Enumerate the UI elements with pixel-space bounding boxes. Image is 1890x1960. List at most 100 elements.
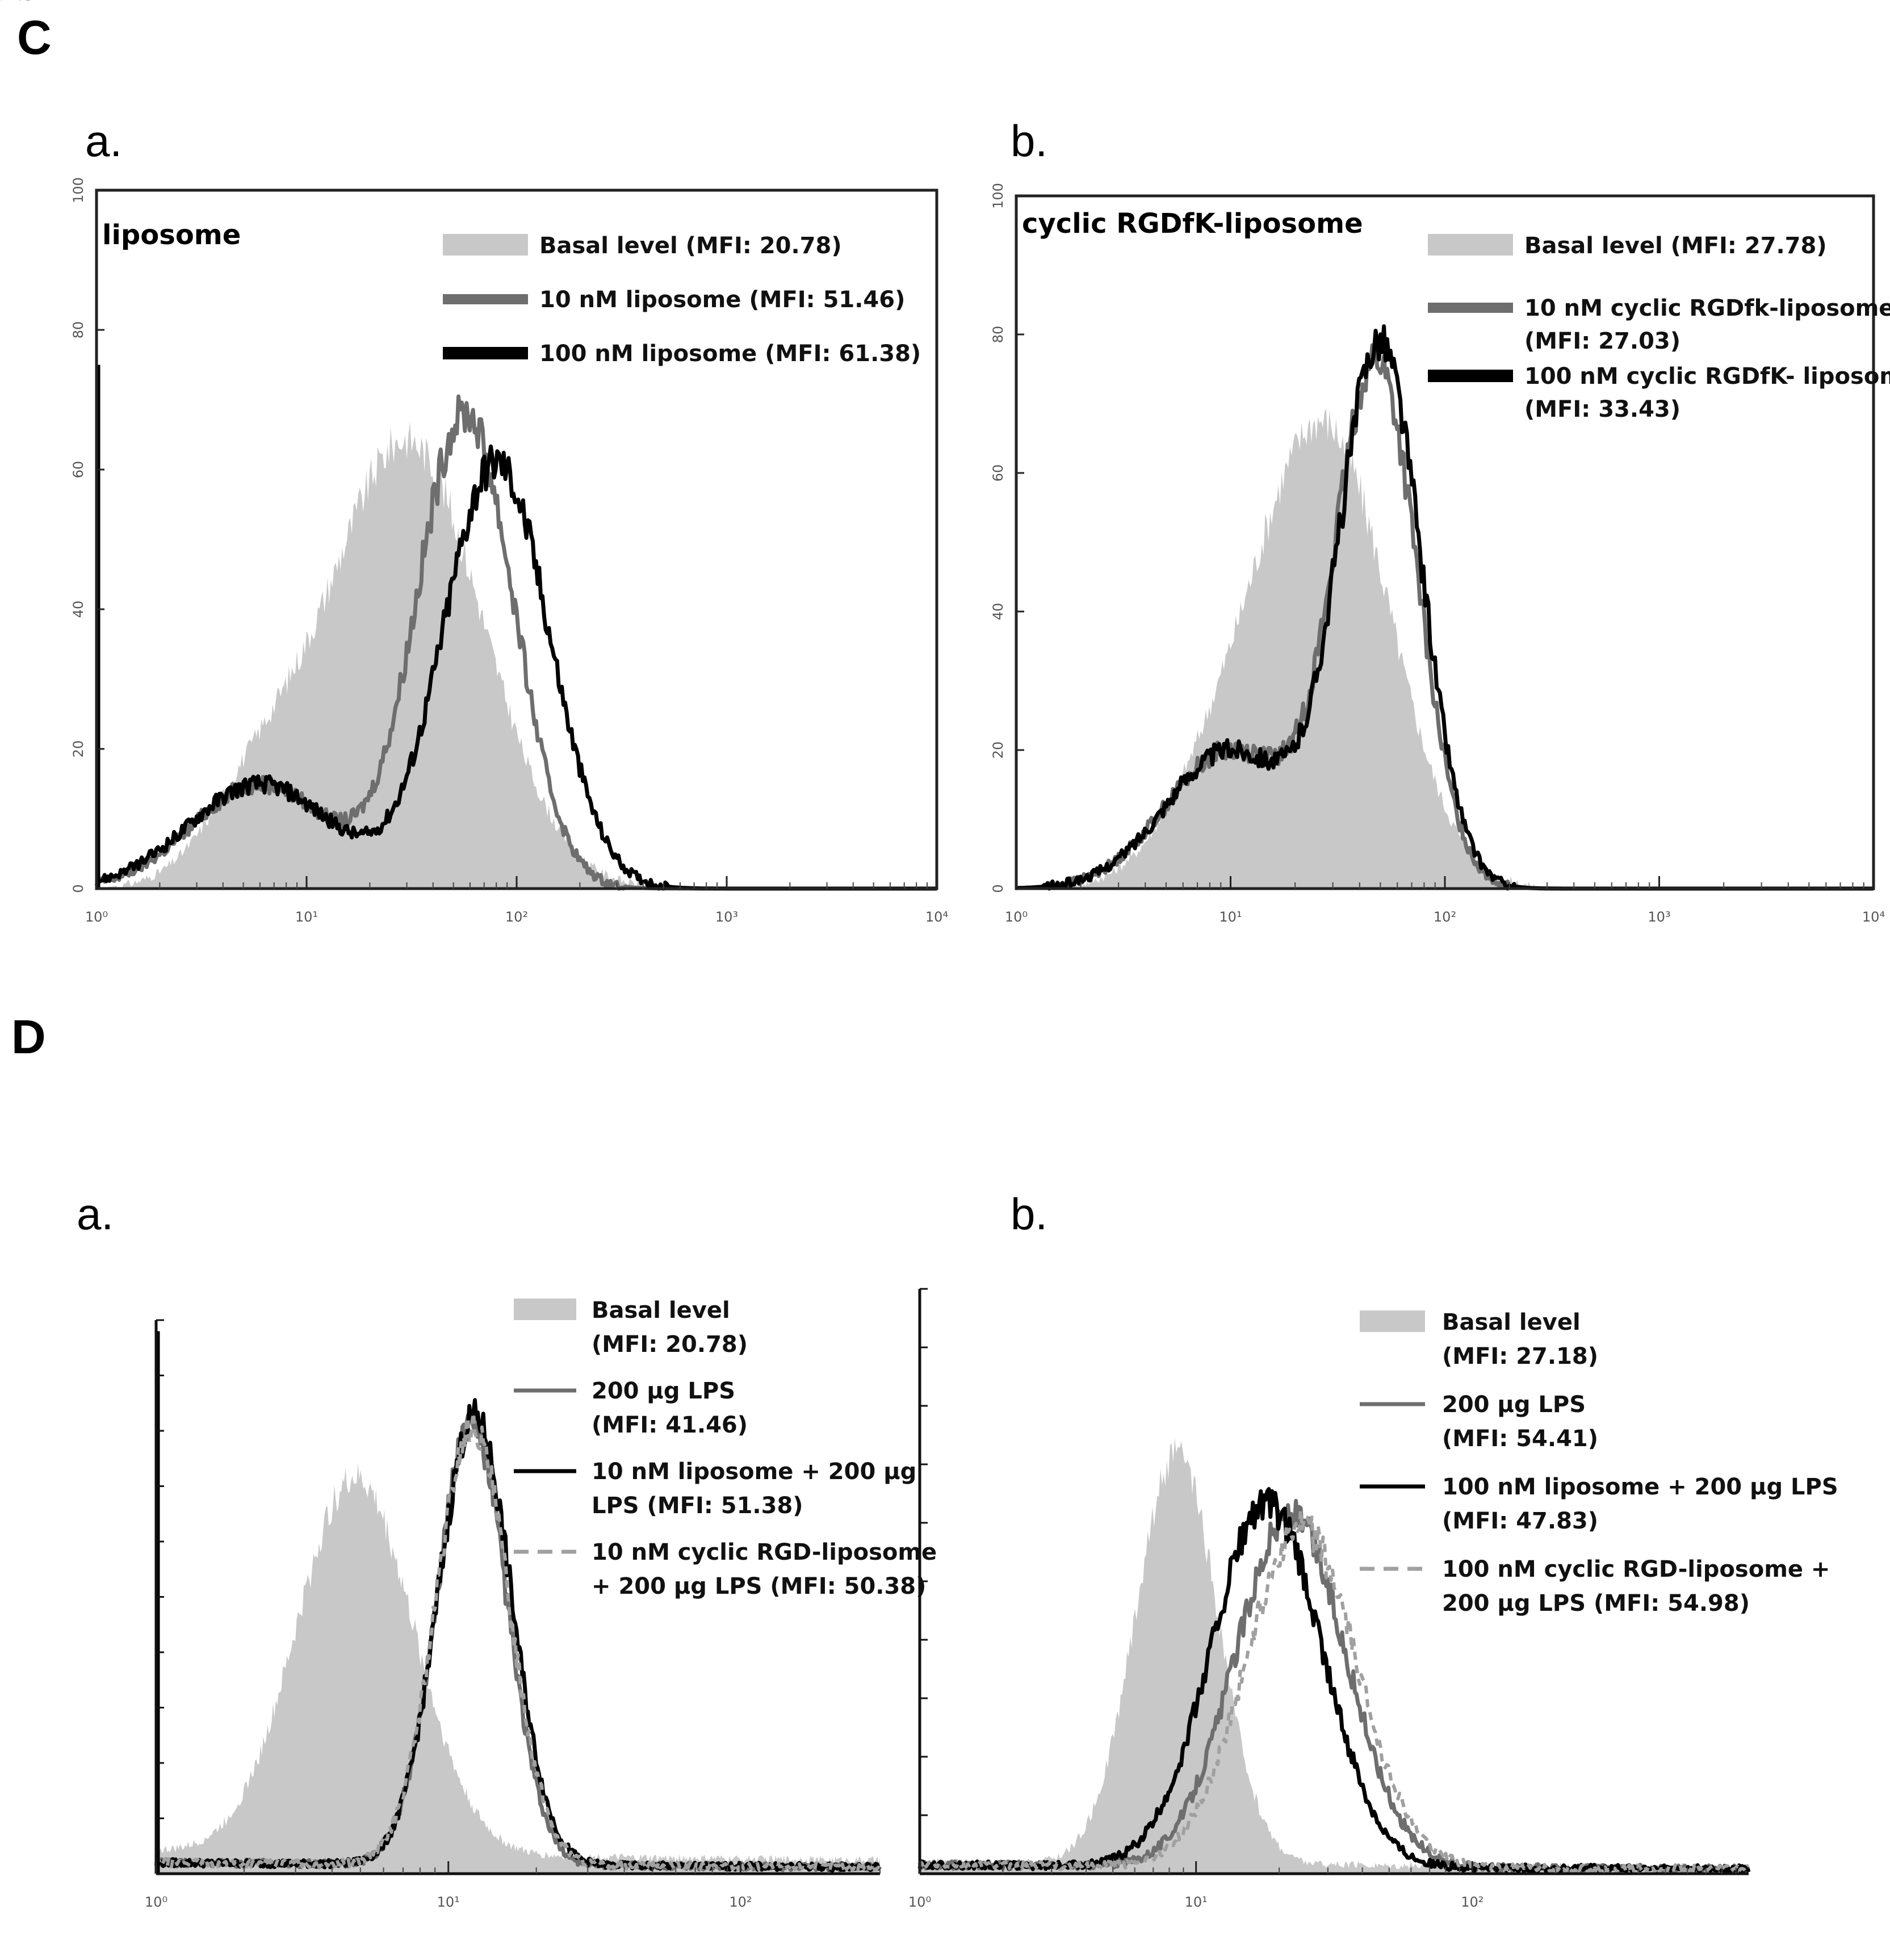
- chart-sublabel: b.: [1011, 116, 1047, 166]
- legend-item: 100 nM cyclic RGDfK- liposome (MFI: 33.43…: [1428, 363, 1890, 422]
- x-tick-label: 10¹: [1185, 1894, 1208, 1910]
- chart-sublabel: a.: [85, 116, 122, 166]
- legend-label: 10 nM cyclic RGD-liposome: [592, 1539, 937, 1565]
- panel-d-label: D: [11, 1010, 46, 1063]
- x-axis-label: FL1-H: [0, 0, 20, 3]
- legend-item: 10 nM cyclic RGDfk-liposome (MFI: 27.03): [1428, 295, 1890, 354]
- legend-swatch: [514, 1299, 576, 1320]
- y-tick-label: 60: [990, 464, 1006, 482]
- legend-label-2: (MFI: 47.83): [1442, 1508, 1598, 1534]
- y-tick-label: 40: [70, 601, 86, 618]
- x-tick-label: 10²: [505, 909, 528, 925]
- legend-item: Basal level (MFI: 27.78): [1428, 233, 1827, 259]
- series-fill-0: [920, 1438, 1749, 1874]
- legend-swatch: [1360, 1310, 1425, 1332]
- y-tick-label: 80: [70, 321, 86, 339]
- legend-item: 10 nM liposome + 200 μg LPS (MFI: 51.38): [514, 1459, 916, 1519]
- legend-label: 200 μg LPS: [1442, 1392, 1586, 1418]
- legend-label-2: + 200 μg LPS (MFI: 50.38): [592, 1573, 926, 1599]
- y-tick-label: 20: [990, 742, 1006, 759]
- legend-label: 100 nM liposome (MFI: 61.38): [539, 341, 921, 367]
- legend-item: Basal level (MFI: 20.78): [443, 233, 842, 259]
- legend-label: Basal level: [1442, 1309, 1581, 1335]
- x-tick-label: 10³: [715, 909, 738, 925]
- legend-item: 10 nM cyclic RGD-liposome + 200 μg LPS (M…: [514, 1539, 937, 1599]
- legend-item: 200 μg LPS (MFI: 41.46): [514, 1378, 748, 1438]
- legend-item: 200 μg LPS (MFI: 54.41): [1360, 1392, 1598, 1452]
- x-tick-label: 10²: [729, 1894, 752, 1910]
- y-tick-label: 100: [70, 177, 86, 203]
- y-tick-label: 20: [70, 740, 86, 758]
- series-fill-0: [97, 422, 937, 889]
- x-tick-label: 10⁴: [925, 909, 948, 925]
- legend-label: Basal level (MFI: 20.78): [539, 233, 842, 259]
- x-tick-label: 10²: [1461, 1894, 1483, 1910]
- x-axis-label: FL1-H: [0, 0, 20, 3]
- chart-Cb: b. cyclic RGDfK-liposome 0 20 40 60 80 100 10⁰ 10…: [0, 0, 1890, 925]
- x-tick-label: 10²: [1434, 909, 1456, 925]
- x-tick-label: 10¹: [437, 1894, 460, 1910]
- y-tick-label: 0: [990, 884, 1006, 893]
- legend-label: 100 nM cyclic RGD-liposome +: [1442, 1556, 1830, 1582]
- legend-item: 10 nM liposome (MFI: 51.46): [443, 287, 905, 313]
- legend-item: 100 nM cyclic RGD-liposome + 200 μg LPS (…: [1360, 1556, 1830, 1616]
- legend-label-2: (MFI: 54.41): [1442, 1426, 1598, 1452]
- x-tick-label: 10³: [1648, 909, 1670, 925]
- legend-label-2: (MFI: 33.43): [1524, 396, 1681, 422]
- chart-Da: a. 10⁰ 10¹ 10² FL1-HCounts Basal level (MFI: 2…: [0, 0, 937, 1910]
- y-tick-label: 0: [70, 884, 86, 893]
- x-axis-label: FL1-H: [0, 0, 20, 3]
- legend-label-2: (MFI: 27.03): [1524, 328, 1681, 354]
- y-tick-label: 40: [990, 603, 1006, 621]
- x-tick-label: 10⁰: [908, 1894, 931, 1910]
- x-tick-label: 10¹: [1219, 909, 1242, 925]
- x-axis-label: FL1-H: [0, 0, 20, 3]
- legend-label: 200 μg LPS: [592, 1378, 735, 1404]
- chart-title: cyclic RGDfK-liposome: [1022, 208, 1363, 240]
- legend-label: 100 nM cyclic RGDfK- liposome: [1524, 363, 1890, 390]
- x-tick-label: 10¹: [295, 909, 318, 925]
- series-line-1: [1016, 343, 1874, 891]
- series-fill-0: [1016, 408, 1874, 889]
- x-tick-label: 10⁰: [1005, 909, 1028, 925]
- legend-label-2: (MFI: 20.78): [592, 1331, 748, 1358]
- x-tick-label: 10⁰: [85, 909, 108, 925]
- series-line-2: [917, 1487, 1751, 1874]
- panel-c-label: C: [17, 11, 52, 64]
- chart-sublabel: a.: [77, 1189, 114, 1239]
- legend-item: 100 nM liposome + 200 μg LPS (MFI: 47.83): [1360, 1474, 1838, 1534]
- series-line-3: [156, 1411, 882, 1872]
- chart-title: liposome: [102, 219, 241, 251]
- legend-label: 10 nM cyclic RGDfk-liposome: [1524, 295, 1890, 321]
- legend-swatch: [443, 234, 528, 256]
- legend-label: 100 nM liposome + 200 μg LPS: [1442, 1474, 1838, 1500]
- legend-label: 10 nM liposome (MFI: 51.46): [539, 287, 905, 313]
- legend-label: Basal level (MFI: 27.78): [1524, 233, 1827, 259]
- x-tick-label: 10⁰: [145, 1894, 167, 1910]
- legend-label-2: LPS (MFI: 51.38): [592, 1493, 803, 1519]
- legend-item: Basal level (MFI: 27.18): [1360, 1309, 1598, 1370]
- series-fill-0: [156, 1463, 880, 1874]
- legend-swatch: [1428, 234, 1513, 256]
- legend-label-2: (MFI: 27.18): [1442, 1343, 1598, 1370]
- series-line-3: [918, 1509, 1749, 1874]
- series-line-2: [1016, 324, 1874, 891]
- y-tick-label: 60: [70, 461, 86, 479]
- y-tick-label: 100: [990, 183, 1006, 209]
- chart-Ca: a. liposome 0 20 40 60 80 100 10⁰ 10¹ 10² 10³ 10⁴ FL1…: [0, 0, 948, 925]
- y-axis-label: Counts: [0, 0, 33, 5]
- y-tick-label: 80: [990, 326, 1006, 344]
- y-axis-label: Counts: [0, 0, 24, 3]
- legend-item: 100 nM liposome (MFI: 61.38): [443, 341, 921, 367]
- legend-label: 10 nM liposome + 200 μg: [592, 1459, 916, 1485]
- legend-item: Basal level (MFI: 20.78): [514, 1297, 748, 1358]
- chart-Db: b. 10⁰ 10¹ 10² FL1-H Basal level (MFI: 27.18) 2…: [0, 0, 1838, 1910]
- charts-group: a. liposome 0 20 40 60 80 100 10⁰ 10¹ 10² 10³ 10⁴ FL1…: [0, 0, 1890, 1910]
- y-axis-label: Counts: [0, 0, 24, 3]
- x-tick-label: 10⁴: [1862, 909, 1885, 925]
- chart-sublabel: b.: [1011, 1189, 1047, 1239]
- legend-label: Basal level: [592, 1297, 730, 1324]
- legend-label-2: (MFI: 41.46): [592, 1412, 748, 1438]
- legend-label-2: 200 μg LPS (MFI: 54.98): [1442, 1590, 1750, 1616]
